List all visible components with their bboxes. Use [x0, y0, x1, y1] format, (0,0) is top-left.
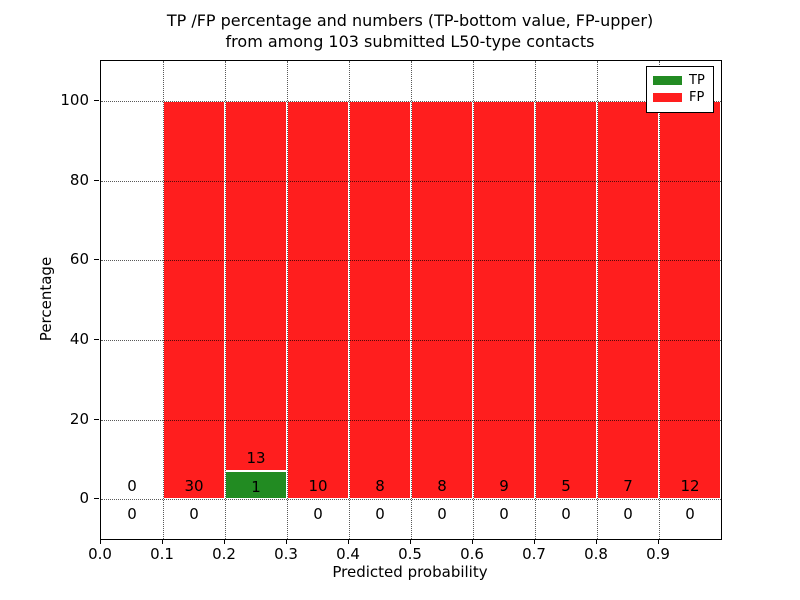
tp-count-0.7-0.8: 0: [561, 504, 571, 523]
x-tick-label-0.4: 0.4: [336, 545, 360, 563]
fp-count-0.4-0.5: 8: [375, 477, 385, 496]
y-tick-60: [94, 259, 99, 261]
x-tick-0.2: [224, 539, 225, 544]
fp-bar-0.3-0.4: [287, 100, 349, 500]
x-tick-label-0.7: 0.7: [522, 545, 546, 563]
tp-count-0.8-0.9: 0: [623, 504, 633, 523]
x-axis-label: Predicted probability: [332, 563, 488, 581]
fp-count-0.0-0.1: 0: [127, 477, 137, 496]
plot-area: 0 0 30 0 13 1 10 0 8 0 8 0 9 0 5 0 7 0 12 0: [100, 60, 722, 540]
x-tick-label-0: 0.0: [88, 545, 112, 563]
tp-count-0.5-0.6: 0: [437, 504, 447, 523]
x-tick-0.3: [286, 539, 287, 544]
fp-bar-0.9-1.0: [659, 100, 721, 500]
fp-bar-0.5-0.6: [411, 100, 473, 500]
tp-swatch: [653, 76, 682, 85]
x-tick-label-0.2: 0.2: [212, 545, 236, 563]
x-tick-0.5: [410, 539, 411, 544]
fp-swatch: [653, 93, 682, 102]
fp-bar-0.1-0.2: [163, 100, 225, 500]
x-tick-0: [100, 539, 101, 544]
fp-count-0.9-1.0: 12: [680, 477, 700, 496]
chart-title-line2: from among 103 submitted L50-type contac…: [225, 32, 595, 51]
legend-label-tp: TP: [689, 73, 705, 88]
fp-bar-0.8-0.9: [597, 100, 659, 500]
fp-count-0.1-0.2: 30: [184, 477, 204, 496]
tp-count-0.0-0.1: 0: [127, 504, 137, 523]
x-tick-label-0.5: 0.5: [398, 545, 422, 563]
fp-count-0.2-0.3: 13: [246, 448, 266, 467]
legend-label-fp: FP: [689, 90, 705, 105]
y-tick-label-0: 0: [79, 489, 89, 508]
fp-bar-0.7-0.8: [535, 100, 597, 500]
y-tick-100: [94, 99, 99, 101]
x-tick-label-0.3: 0.3: [274, 545, 298, 563]
fp-count-0.5-0.6: 8: [437, 477, 447, 496]
y-tick-80: [94, 179, 99, 181]
fp-bar-0.2-0.3: [225, 100, 287, 471]
x-tick-0.1: [162, 539, 163, 544]
chart-title: TP /FP percentage and numbers (TP-bottom…: [100, 10, 720, 52]
y-tick-40: [94, 338, 99, 340]
x-tick-0.4: [348, 539, 349, 544]
fp-count-0.8-0.9: 7: [623, 477, 633, 496]
tp-bar-0.2-0.3: [225, 470, 287, 500]
x-tick-0.7: [534, 539, 535, 544]
x-tick-label-0.1: 0.1: [150, 545, 174, 563]
y-axis-label: Percentage: [37, 256, 55, 342]
y-tick-label-80: 80: [69, 170, 89, 189]
y-tick-0: [94, 498, 99, 500]
tp-count-0.1-0.2: 0: [189, 504, 199, 523]
y-tick-20: [94, 418, 99, 420]
y-tick-label-40: 40: [69, 329, 89, 348]
y-tick-label-100: 100: [60, 90, 89, 109]
x-tick-0.6: [472, 539, 473, 544]
x-tick-label-0.8: 0.8: [584, 545, 608, 563]
fp-count-0.7-0.8: 5: [561, 477, 571, 496]
chart-title-line1: TP /FP percentage and numbers (TP-bottom…: [166, 11, 654, 30]
legend-item-tp: TP: [653, 72, 707, 89]
tp-count-0.9-1.0: 0: [685, 504, 695, 523]
fp-count-0.6-0.7: 9: [499, 477, 509, 496]
tp-count-0.2-0.3: 1: [251, 478, 261, 497]
x-tick-0.8: [596, 539, 597, 544]
legend: TP FP: [646, 66, 714, 113]
tp-count-0.6-0.7: 0: [499, 504, 509, 523]
tp-count-0.4-0.5: 0: [375, 504, 385, 523]
fp-count-0.3-0.4: 10: [308, 477, 328, 496]
fp-bar-0.6-0.7: [473, 100, 535, 500]
tp-count-0.3-0.4: 0: [313, 504, 323, 523]
gridline-y-0: [101, 499, 721, 501]
fp-bar-0.4-0.5: [349, 100, 411, 500]
y-tick-label-60: 60: [69, 250, 89, 269]
legend-item-fp: FP: [653, 89, 707, 106]
x-tick-label-0.6: 0.6: [460, 545, 484, 563]
x-tick-0.9: [658, 539, 659, 544]
x-tick-label-0.9: 0.9: [646, 545, 670, 563]
y-tick-label-20: 20: [69, 409, 89, 428]
